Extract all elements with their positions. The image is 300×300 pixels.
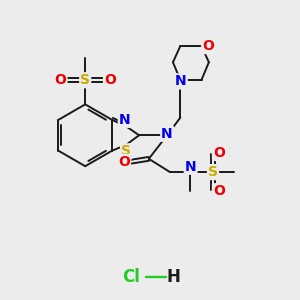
Text: S: S xyxy=(208,165,218,179)
Text: N: N xyxy=(161,127,173,141)
Text: Cl: Cl xyxy=(122,268,140,286)
Text: O: O xyxy=(202,39,214,53)
Text: O: O xyxy=(213,146,225,160)
Text: O: O xyxy=(213,184,225,198)
Text: O: O xyxy=(55,73,66,87)
Text: N: N xyxy=(119,113,130,127)
Text: H: H xyxy=(167,268,181,286)
Text: S: S xyxy=(80,73,90,87)
Text: O: O xyxy=(118,155,130,169)
Text: N: N xyxy=(185,160,197,174)
Text: O: O xyxy=(104,73,116,87)
Text: N: N xyxy=(175,74,187,88)
Text: S: S xyxy=(121,144,131,158)
